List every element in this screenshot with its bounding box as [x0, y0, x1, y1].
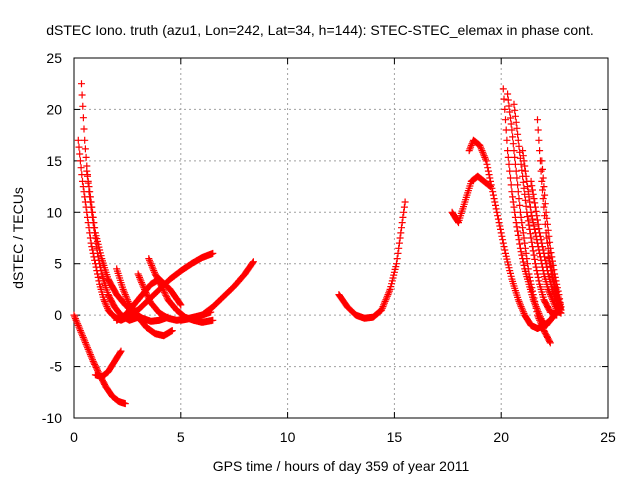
x-tick-label: 20: [493, 429, 509, 445]
x-tick-label: 10: [280, 429, 296, 445]
series-0: [70, 311, 129, 408]
y-tick-label: 15: [46, 153, 62, 169]
series-17: [519, 147, 565, 317]
series-markers: [510, 100, 561, 319]
y-tick-label: 5: [54, 256, 62, 272]
x-tick-label: 0: [70, 429, 78, 445]
plot-border: [73, 57, 609, 419]
y-tick-label: 10: [46, 204, 62, 220]
series-11: [335, 198, 409, 322]
series-markers: [544, 249, 565, 314]
series-markers: [91, 347, 125, 381]
y-tick-label: -5: [50, 359, 63, 375]
series-10: [177, 258, 257, 324]
series-14: [499, 85, 561, 329]
series-markers: [70, 311, 129, 408]
y-tick-label: 0: [54, 307, 62, 323]
series-markers: [335, 198, 409, 322]
series-markers: [123, 249, 217, 319]
y-tick-label: 20: [46, 101, 62, 117]
series-markers: [519, 147, 565, 317]
series-markers: [538, 157, 565, 311]
series-15: [504, 90, 554, 347]
x-tick-label: 5: [177, 429, 185, 445]
series-9: [123, 249, 217, 319]
series-16: [510, 100, 561, 319]
x-axis-label: GPS time / hours of day 359 of year 2011: [212, 458, 470, 474]
series-1: [91, 347, 125, 381]
data-points: [70, 80, 565, 408]
y-axis-label: dSTEC / TECUs: [10, 187, 26, 289]
series-markers: [177, 258, 257, 324]
series-markers: [504, 90, 554, 347]
series-20: [538, 157, 565, 311]
series-markers: [74, 136, 131, 324]
series-12: [448, 172, 494, 227]
x-tick-label: 25: [600, 429, 616, 445]
tick-labels: 0 5 10 15 20 25 -10 -5 0 5 10 15 20 25: [42, 50, 616, 445]
x-tick-label: 15: [387, 429, 403, 445]
chart-title: dSTEC Iono. truth (azu1, Lon=242, Lat=34…: [46, 22, 594, 38]
series-21: [544, 249, 565, 314]
series-markers: [499, 85, 561, 329]
series-2: [74, 136, 131, 324]
y-tick-label: 25: [46, 50, 62, 66]
y-tick-label: -10: [42, 410, 62, 426]
series-markers: [448, 172, 494, 227]
